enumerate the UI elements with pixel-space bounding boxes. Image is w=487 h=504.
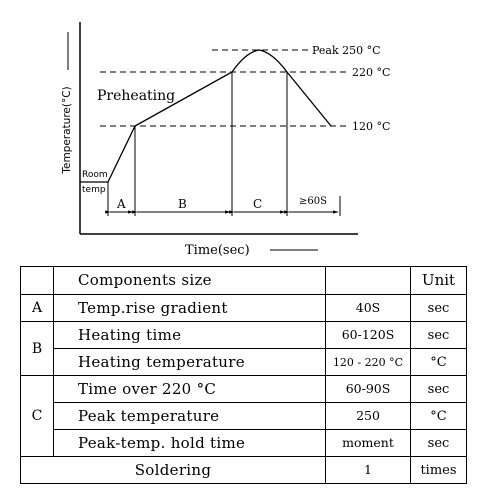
table-row: Peak-temp. hold time moment sec: [21, 429, 467, 457]
value-cell: 120 - 220 °C: [325, 348, 411, 376]
soldering-value-cell: 1: [325, 456, 411, 484]
item-cell: Peak temperature: [53, 402, 326, 430]
group-cell: B: [20, 321, 54, 376]
room-temp-label-1: Room: [82, 170, 108, 180]
x-axis-label: Time(sec): [185, 243, 250, 258]
peak-label: Peak 250 °C: [312, 44, 381, 57]
group-cell: C: [20, 375, 54, 457]
y-axis-label: Temperature(°C): [61, 86, 73, 174]
value-cell: 60-120S: [325, 321, 411, 349]
header-value-cell: [325, 266, 411, 295]
preheating-label: Preheating: [97, 88, 175, 104]
item-cell: Time over 220 °C: [53, 375, 326, 403]
reflow-profile-diagram: Temperature(°C) Time(sec) Peak 250 °C 22…: [61, 22, 390, 258]
item-cell: Peak-temp. hold time: [53, 429, 326, 457]
table-row: Heating temperature 120 - 220 °C °C: [21, 348, 467, 376]
reflow-spec-table: Components size Unit A Temp.rise gradien…: [20, 266, 467, 484]
unit-cell: °C: [410, 402, 467, 430]
item-cell: Temp.rise gradient: [53, 294, 326, 322]
zone-hold-label: ≥60S: [299, 196, 327, 207]
value-cell: moment: [325, 429, 411, 457]
line-120-label: 120 °C: [352, 120, 390, 133]
header-unit-cell: Unit: [410, 266, 467, 295]
table-footer-row: Soldering 1 times: [20, 456, 467, 484]
header-components-cell: Components size: [53, 266, 326, 295]
value-cell: 40S: [325, 294, 411, 322]
group-cell: A: [20, 294, 54, 322]
unit-cell: sec: [410, 294, 467, 322]
zone-b-label: B: [178, 197, 187, 211]
soldering-unit-cell: times: [410, 456, 467, 484]
table-header-row: Components size Unit: [20, 266, 467, 295]
room-temp-label-2: temp: [82, 185, 106, 195]
table-row: Peak temperature 250 °C: [21, 402, 467, 430]
value-cell: 250: [325, 402, 411, 430]
unit-cell: °C: [410, 348, 467, 376]
value-cell: 60-90S: [325, 375, 411, 403]
table-row: C Time over 220 °C 60-90S sec: [20, 375, 467, 457]
temperature-profile-curve: [80, 49, 332, 183]
zone-a-label: A: [116, 197, 126, 211]
zone-c-label: C: [253, 197, 262, 211]
unit-cell: sec: [410, 321, 467, 349]
table-row: A Temp.rise gradient 40S sec: [20, 294, 467, 322]
table-row: B Heating time 60-120S sec: [20, 321, 467, 376]
unit-cell: sec: [410, 375, 467, 403]
item-cell: Heating time: [53, 321, 326, 349]
line-220-label: 220 °C: [352, 66, 390, 79]
header-group-cell: [20, 266, 54, 295]
soldering-cell: Soldering: [20, 456, 326, 484]
item-cell: Heating temperature: [53, 348, 326, 376]
unit-cell: sec: [410, 429, 467, 457]
